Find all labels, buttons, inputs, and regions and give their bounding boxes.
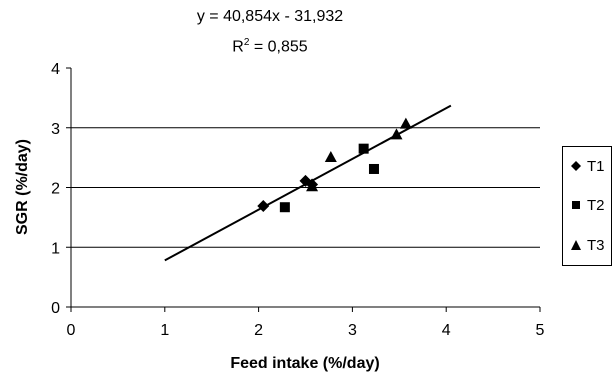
x-tick-label-1: 1 (160, 322, 169, 339)
x-tick-label-4: 4 (442, 322, 451, 339)
legend-item-t3: T3 (571, 236, 605, 254)
point-t3-3 (306, 180, 319, 192)
point-t3-1 (390, 128, 403, 140)
diamond-icon (571, 161, 581, 171)
x-tick-label-5: 5 (536, 322, 545, 339)
gridlines (71, 127, 540, 248)
legend-label-t2: T2 (587, 196, 605, 214)
x-axis-label: Feed intake (%/day) (230, 355, 379, 372)
r-squared-value: = 0,855 (249, 38, 308, 56)
r-squared-prefix: R (232, 38, 244, 56)
x-tick-label-0: 0 (67, 322, 76, 339)
y-tick-label-0: 0 (51, 300, 60, 317)
point-t3-0 (324, 151, 337, 163)
y-tick-label-1: 1 (51, 240, 60, 257)
x-tick-label-3: 3 (348, 322, 357, 339)
r-squared-exponent: 2 (243, 37, 250, 48)
point-t2-2 (368, 163, 379, 174)
y-axis-label: SGR (%/day) (14, 139, 31, 235)
tick-labels: 0 1 2 3 4 0 1 2 3 4 5 (51, 61, 544, 339)
legend: T1 T2 T3 (562, 146, 612, 266)
y-tick-label-4: 4 (51, 61, 60, 78)
square-icon (572, 201, 580, 209)
data-points (257, 117, 412, 213)
axes (66, 67, 541, 312)
legend-item-t1: T1 (571, 157, 605, 175)
triangle-icon (571, 240, 581, 250)
point-t2-0 (279, 202, 290, 213)
regression-equation: y = 40,854x - 31,932 (196, 8, 344, 25)
r-squared-label: R2 = 0,855 (130, 34, 410, 56)
point-t1-0 (257, 200, 270, 213)
legend-label-t1: T1 (587, 157, 605, 175)
y-tick-label-2: 2 (51, 181, 60, 198)
point-t3-2 (399, 117, 412, 129)
legend-label-t3: T3 (587, 236, 605, 254)
x-tick-label-2: 2 (254, 322, 263, 339)
y-tick-label-3: 3 (51, 121, 60, 138)
legend-item-t2: T2 (571, 196, 605, 214)
point-t2-1 (358, 143, 369, 154)
